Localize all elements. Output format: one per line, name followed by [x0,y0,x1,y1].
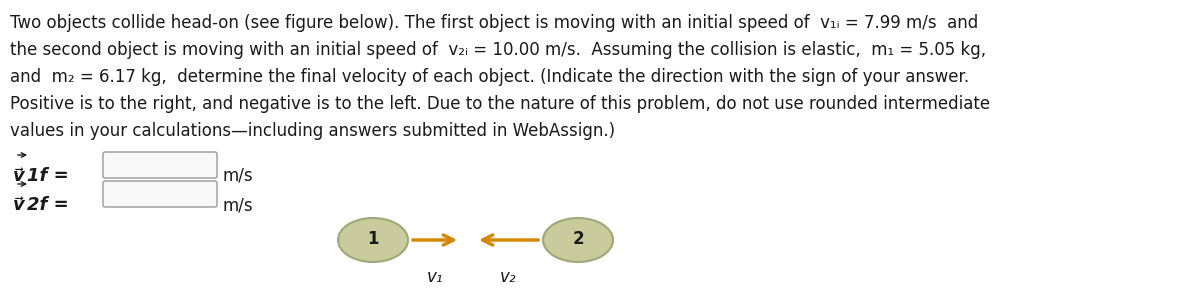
Text: m/s: m/s [223,196,253,214]
Text: Two objects collide head-on (see figure below). The first object is moving with : Two objects collide head-on (see figure … [10,14,978,32]
Text: m/s: m/s [223,167,253,185]
Text: 1: 1 [367,230,379,248]
Text: Positive is to the right, and negative is to the left. Due to the nature of this: Positive is to the right, and negative i… [10,95,990,113]
FancyBboxPatch shape [103,152,217,178]
Text: v⃗: v⃗ [13,167,25,185]
Text: 2: 2 [572,230,584,248]
FancyBboxPatch shape [103,181,217,207]
Text: v₁: v₁ [427,268,443,286]
Text: 1f =: 1f = [28,167,68,185]
Text: the second object is moving with an initial speed of  v₂ᵢ = 10.00 m/s.  Assuming: the second object is moving with an init… [10,41,986,59]
Text: and  m₂ = 6.17 kg,  determine the final velocity of each object. (Indicate the d: and m₂ = 6.17 kg, determine the final ve… [10,68,970,86]
Text: values in your calculations—including answers submitted in WebAssign.): values in your calculations—including an… [10,122,616,140]
Ellipse shape [338,218,408,262]
Text: v⃗: v⃗ [13,196,25,214]
Text: v₂: v₂ [500,268,517,286]
Text: 2f =: 2f = [28,196,68,214]
Ellipse shape [542,218,613,262]
